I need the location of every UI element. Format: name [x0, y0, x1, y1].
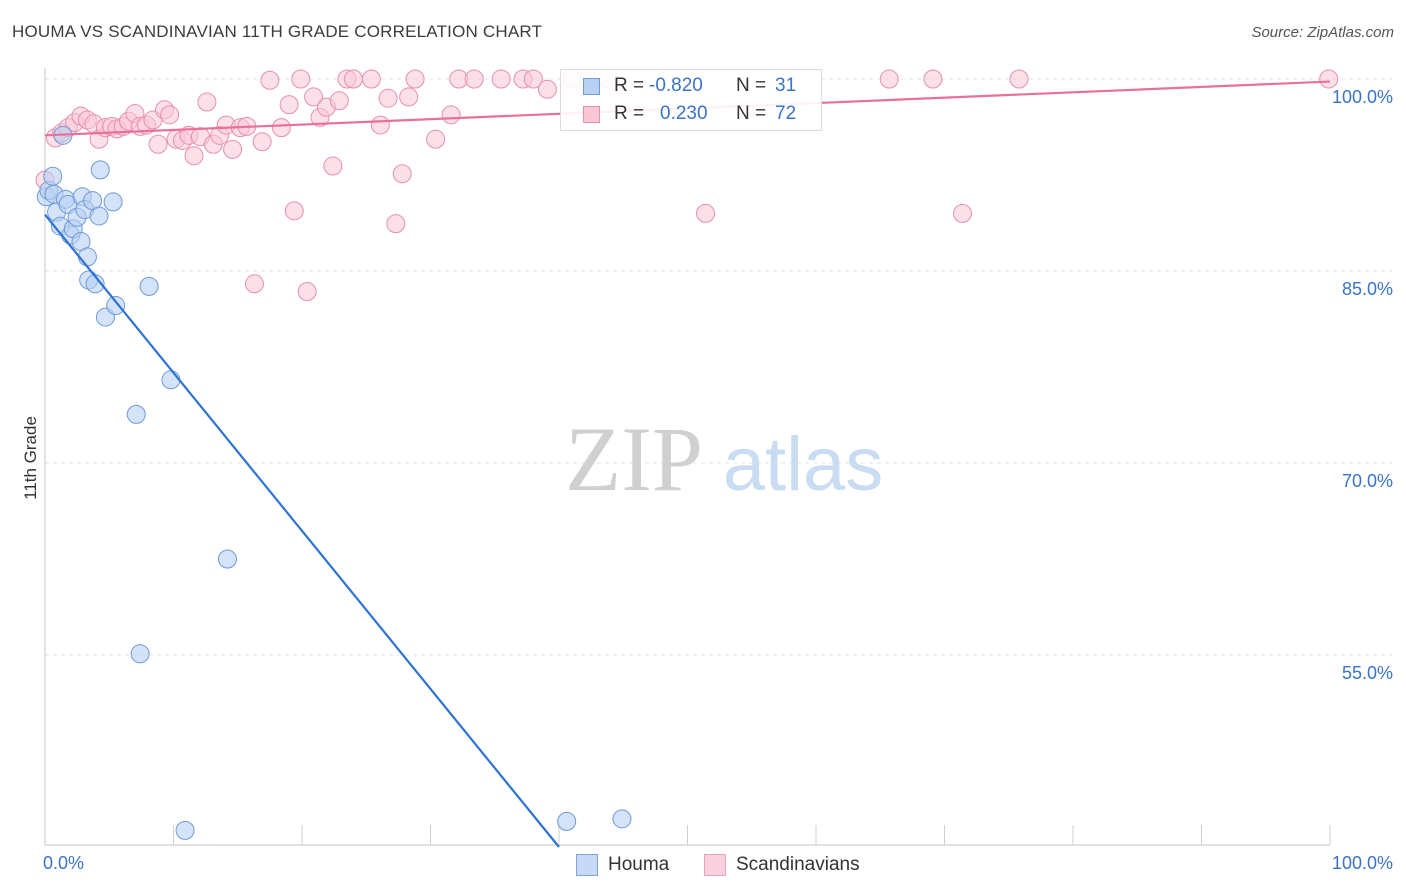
scandinavians-point	[323, 156, 343, 176]
y-tick-label: 70.0%	[1342, 471, 1393, 491]
scandinavians-point	[343, 69, 363, 89]
scandinavians-point	[271, 118, 291, 138]
houma-point	[130, 644, 150, 664]
scandinavians-point	[405, 69, 425, 89]
houma-n-label: N =	[736, 75, 767, 96]
scandinavians-point	[197, 92, 217, 112]
y-tick-labels: 100.0% 85.0% 70.0% 55.0%	[1332, 87, 1393, 683]
watermark-atlas: atlas	[723, 422, 884, 507]
scandinavians-point	[399, 87, 419, 107]
scandinavians-point	[1009, 69, 1029, 89]
scandinavians-point	[297, 281, 317, 301]
y-tick-label: 55.0%	[1342, 663, 1393, 683]
scandinavians-point	[923, 69, 943, 89]
legend-swatch-scandinavians	[704, 854, 726, 876]
scandinavians-point	[1319, 69, 1339, 89]
scandinavians-n-value: 72	[775, 103, 797, 124]
scandinavians-points	[35, 69, 1339, 301]
houma-point	[89, 206, 109, 226]
houma-point	[175, 820, 195, 840]
x-tick-labels: 0.0% 100.0%	[43, 853, 1393, 873]
scandinavians-point	[148, 134, 168, 154]
scandinavians-stats-swatch	[583, 106, 600, 123]
houma-point	[90, 160, 110, 180]
scandinavians-point	[284, 201, 304, 221]
houma-points	[36, 125, 632, 840]
scandinavians-point	[361, 69, 381, 89]
scandinavians-point	[695, 203, 715, 223]
houma-r-label: R =	[614, 75, 645, 96]
watermark: ZIP atlas	[565, 408, 883, 510]
scandinavians-point	[523, 69, 543, 89]
scandinavians-point	[291, 69, 311, 89]
y-tick-label: 85.0%	[1342, 279, 1393, 299]
gridlines	[45, 78, 1392, 656]
scandinavians-point	[392, 164, 412, 184]
scandinavians-point	[378, 88, 398, 108]
scandinavians-point	[464, 69, 484, 89]
legend-swatch-houma	[576, 854, 598, 876]
scandinavians-point	[491, 69, 511, 89]
houma-point	[103, 192, 123, 212]
scandinavians-point	[537, 79, 557, 99]
source-label: Source: ZipAtlas.com	[1251, 24, 1394, 41]
scandinavians-point	[879, 69, 899, 89]
correlation-stats-box: R = -0.820 N = 31 R = 0.230 N = 72	[560, 69, 822, 131]
y-tick-label: 100.0%	[1332, 87, 1393, 107]
houma-r-value: -0.820	[649, 75, 703, 96]
scandinavians-r-label: R =	[614, 103, 645, 124]
scandinavians-point	[386, 214, 406, 234]
houma-point	[139, 276, 159, 296]
houma-point	[217, 549, 237, 569]
chart-title: HOUMA VS SCANDINAVIAN 11TH GRADE CORRELA…	[12, 22, 543, 41]
houma-point	[43, 166, 63, 186]
scandinavians-point	[160, 105, 180, 125]
legend-label-houma: Houma	[608, 854, 670, 875]
scandinavians-point	[329, 91, 349, 111]
houma-point	[612, 809, 632, 829]
scandinavians-point	[952, 203, 972, 223]
scandinavians-point	[426, 129, 446, 149]
houma-stats-swatch	[583, 78, 600, 95]
axes	[44, 68, 1331, 846]
watermark-zip: ZIP	[565, 408, 703, 510]
scandinavians-point	[244, 274, 264, 294]
houma-point	[106, 296, 126, 316]
scandinavians-r-value: 0.230	[660, 103, 708, 124]
x-tick-label: 0.0%	[43, 853, 84, 873]
scandinavians-point	[223, 139, 243, 159]
scandinavians-point	[260, 70, 280, 90]
houma-n-value: 31	[775, 75, 797, 96]
scandinavians-point	[184, 146, 204, 166]
scandinavians-point	[252, 132, 272, 152]
houma-point	[77, 247, 97, 267]
houma-point	[126, 404, 146, 424]
scandinavians-point	[441, 105, 461, 125]
legend-label-scandinavians: Scandinavians	[736, 854, 860, 875]
houma-trendline	[44, 213, 560, 848]
x-tick-label: 100.0%	[1332, 853, 1393, 873]
scandinavians-point	[279, 95, 299, 115]
houma-point	[557, 811, 577, 831]
scandinavians-point	[370, 115, 390, 135]
scandinavians-n-label: N =	[736, 103, 767, 124]
scandinavians-point	[304, 87, 324, 107]
houma-point	[161, 370, 181, 390]
